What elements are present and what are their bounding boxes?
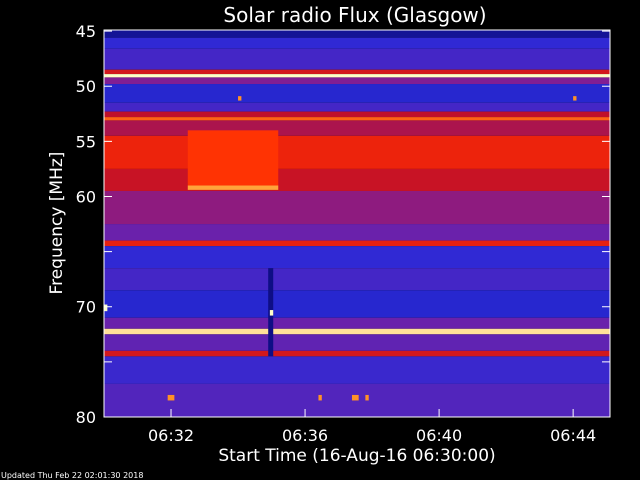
- spectrogram-band-0: [104, 30, 610, 38]
- spectrogram-band-4: [104, 74, 610, 78]
- spectrogram-band-2: [104, 48, 610, 70]
- spectrogram-band-3: [104, 69, 610, 75]
- spectrogram-feature-5: [167, 394, 175, 401]
- spectrogram-feature-10: [573, 96, 577, 101]
- x-axis: 06:32 06:36 06:40 06:44: [148, 409, 596, 445]
- spectrogram-band-19: [104, 317, 610, 329]
- spectrogram-feature-1: [187, 130, 279, 186]
- y-axis: 45 50 55 60 70 80: [76, 22, 610, 427]
- spectrogram-band-13: [104, 190, 610, 225]
- spectrogram-band-17: [104, 268, 610, 291]
- spectrogram-feature-9: [238, 96, 242, 101]
- spectrogram-band-22: [104, 350, 610, 357]
- x-axis-label: Start Time (16-Aug-16 06:30:00): [218, 446, 495, 466]
- spectrogram-band-7: [104, 102, 610, 112]
- y-tick-label-3: 60: [76, 187, 96, 206]
- spectrogram-band-11: [104, 135, 610, 169]
- y-tick-label-5: 70: [76, 298, 96, 317]
- y-tick-label-7: 80: [76, 408, 96, 427]
- y-tick-label-2: 55: [76, 132, 96, 151]
- spectrogram-band-12: [104, 168, 610, 191]
- spectrogram-band-9: [104, 117, 610, 121]
- updated-timestamp: Updated Thu Feb 22 02:01:30 2018: [1, 471, 143, 480]
- spectrogram-feature-0: [187, 185, 279, 190]
- y-tick-label-1: 50: [76, 77, 96, 96]
- y-tick-label-0: 45: [76, 22, 96, 41]
- y-axis-label: Frequency [MHz]: [47, 152, 67, 295]
- x-tick-label-2: 06:40: [416, 426, 462, 445]
- spectrogram-feature-7: [318, 394, 322, 401]
- spectrogram-plot-area: [104, 30, 610, 417]
- spectrogram-band-21: [104, 334, 610, 351]
- x-tick-label-3: 06:44: [550, 426, 596, 445]
- spectrogram-band-23: [104, 356, 610, 384]
- spectrogram-feature-4: [104, 304, 108, 312]
- plot-frame: [103, 29, 611, 418]
- spectrogram-band-18: [104, 290, 610, 318]
- spectrogram-feature-8: [365, 394, 369, 401]
- x-tick-label-0: 06:32: [148, 426, 194, 445]
- spectrogram-band-6: [104, 84, 610, 103]
- spectrogram-band-10: [104, 120, 610, 136]
- spectrogram-band-1: [104, 37, 610, 49]
- spectrogram-feature-6: [351, 394, 359, 401]
- spectrogram-band-5: [104, 77, 610, 85]
- spectrogram-feature-3: [269, 310, 274, 316]
- spectrogram-band-15: [104, 240, 610, 247]
- spectrogram-band-8: [104, 111, 610, 118]
- spectrogram-band-14: [104, 224, 610, 241]
- spectrogram-band-20: [104, 328, 610, 335]
- spectrogram-band-16: [104, 246, 610, 269]
- x-tick-label-1: 06:36: [282, 426, 328, 445]
- chart-title: Solar radio Flux (Glasgow): [223, 3, 486, 27]
